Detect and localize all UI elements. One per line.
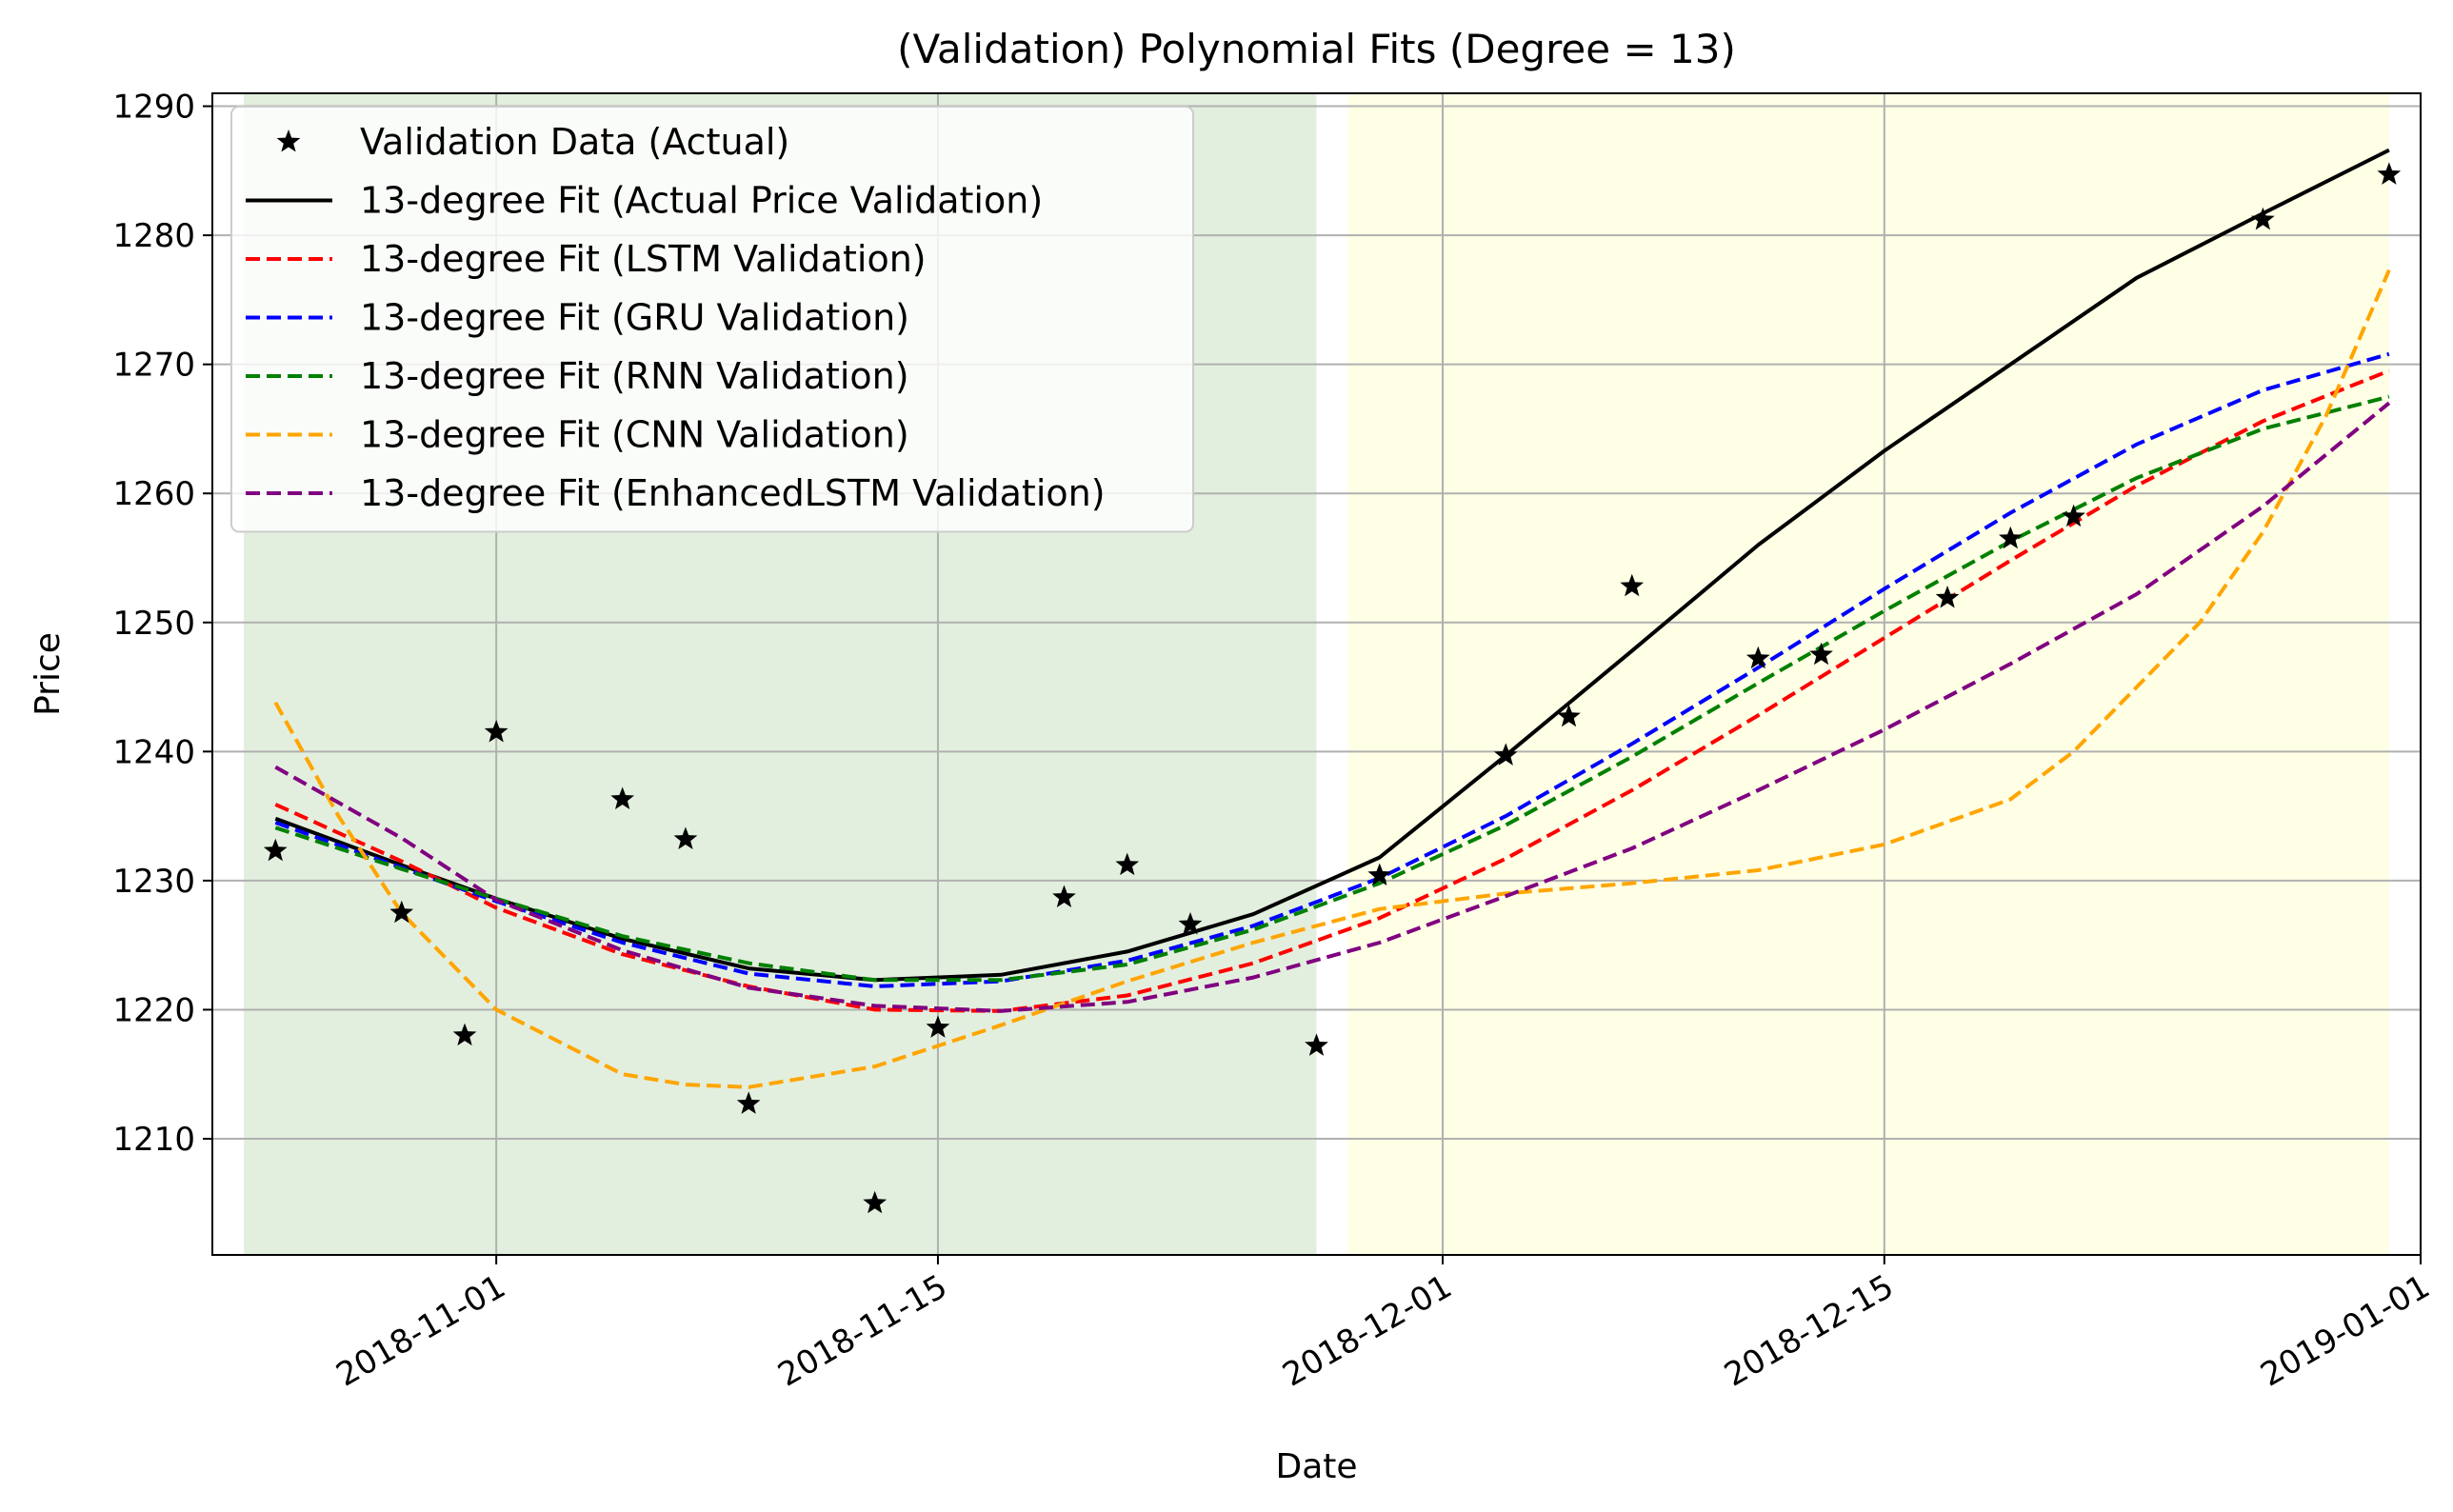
chart-title: (Validation) Polynomial Fits (Degree = 1… bbox=[897, 26, 1736, 72]
data-point bbox=[1935, 586, 1960, 608]
data-point bbox=[2377, 162, 2402, 185]
x-tick-label: 2018-11-01 bbox=[330, 1267, 512, 1394]
data-point bbox=[1745, 646, 1770, 669]
y-tick-label: 1270 bbox=[112, 347, 195, 385]
data-point bbox=[484, 720, 509, 743]
legend-label: 13-degree Fit (RNN Validation) bbox=[360, 355, 909, 397]
data-point bbox=[2062, 504, 2085, 527]
y-tick-label: 1220 bbox=[112, 991, 195, 1029]
series-line-0 bbox=[274, 148, 2390, 983]
data-point bbox=[1809, 642, 1833, 666]
series-line-2 bbox=[274, 351, 2390, 988]
validation-points bbox=[263, 162, 2402, 1214]
legend-label: Validation Data (Actual) bbox=[360, 121, 789, 163]
y-tick-label: 1260 bbox=[112, 475, 195, 513]
data-point bbox=[452, 1023, 477, 1046]
legend-box bbox=[230, 106, 1194, 533]
data-point bbox=[1178, 912, 1203, 935]
data-point bbox=[1305, 1033, 1328, 1056]
y-tick-label: 1230 bbox=[112, 863, 195, 901]
legend-label: 13-degree Fit (GRU Validation) bbox=[360, 297, 909, 339]
series-line-3 bbox=[274, 394, 2390, 983]
y-tick-label: 1290 bbox=[112, 89, 195, 127]
data-point bbox=[2251, 207, 2275, 230]
legend-label: 13-degree Fit (CNN Validation) bbox=[360, 414, 909, 456]
data-point bbox=[736, 1091, 761, 1114]
legend: Validation Data (Actual) 13-degree Fit (A… bbox=[230, 106, 1194, 533]
data-point bbox=[1999, 526, 2023, 549]
legend-marker bbox=[276, 129, 301, 152]
series-line-5 bbox=[274, 401, 2391, 1013]
data-point bbox=[1493, 743, 1518, 766]
legend-label: 13-degree Fit (LSTM Validation) bbox=[360, 238, 927, 280]
plot-frame bbox=[211, 92, 2422, 1256]
data-point bbox=[1367, 863, 1392, 885]
data-point bbox=[1052, 885, 1076, 907]
y-tick-label: 1280 bbox=[112, 217, 195, 255]
legend-label: 13-degree Fit (Actual Price Validation) bbox=[360, 180, 1043, 222]
shaded-region-1 bbox=[1347, 93, 2389, 1255]
data-point bbox=[673, 826, 698, 849]
data-point bbox=[863, 1190, 887, 1214]
x-tick-label: 2018-12-15 bbox=[1718, 1267, 1900, 1394]
y-axis-label: Price bbox=[29, 632, 68, 716]
y-tick-label: 1250 bbox=[112, 605, 195, 643]
x-tick-label: 2018-11-15 bbox=[771, 1267, 953, 1394]
legend-label: 13-degree Fit (EnhancedLSTM Validation) bbox=[360, 472, 1106, 514]
x-axis-label: Date bbox=[1275, 1447, 1357, 1486]
series-line-4 bbox=[273, 269, 2391, 1089]
x-tick-label: 2019-01-01 bbox=[2254, 1267, 2436, 1394]
data-point bbox=[1557, 704, 1581, 727]
data-point bbox=[263, 838, 288, 862]
data-point bbox=[389, 900, 414, 924]
data-point bbox=[926, 1015, 950, 1038]
data-point bbox=[610, 786, 634, 809]
data-point bbox=[1620, 573, 1645, 597]
fit-lines bbox=[273, 148, 2391, 1089]
x-tick-label: 2018-12-01 bbox=[1276, 1267, 1458, 1394]
y-tick-label: 1210 bbox=[112, 1121, 195, 1159]
y-tick-label: 1240 bbox=[112, 733, 195, 771]
data-point bbox=[1115, 852, 1140, 876]
